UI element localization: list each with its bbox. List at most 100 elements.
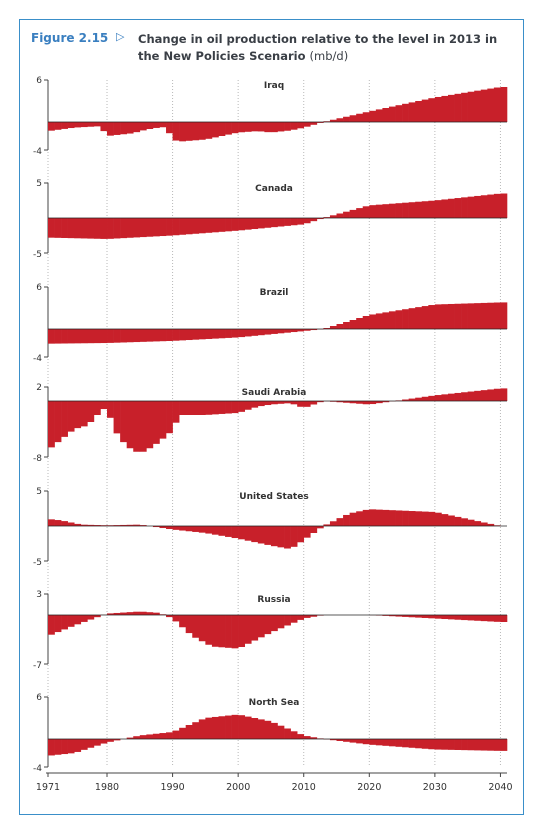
bar-mark — [310, 401, 318, 405]
bar-mark — [270, 329, 278, 334]
y-tick-label: 6 — [36, 283, 42, 293]
x-tick-label: 2020 — [357, 782, 381, 793]
bar-mark — [284, 615, 291, 626]
bar-mark — [382, 739, 390, 746]
bar-mark — [257, 526, 265, 544]
bar-mark — [244, 716, 252, 739]
bar-mark — [152, 526, 160, 528]
bar-mark — [74, 122, 82, 128]
bar-mark — [120, 122, 127, 135]
bar-mark — [303, 122, 311, 127]
bar-mark — [205, 122, 213, 139]
bar-mark — [139, 401, 147, 452]
bar-mark — [356, 401, 364, 404]
bar-mark — [297, 329, 305, 332]
bar-mark — [67, 522, 75, 526]
bar-mark — [67, 401, 75, 432]
bar-mark — [349, 401, 357, 404]
bar-mark — [447, 94, 455, 122]
bar-mark — [284, 218, 291, 226]
bar-mark — [454, 392, 462, 401]
bar-mark — [270, 615, 278, 632]
bar-mark — [388, 203, 396, 218]
bar-mark — [408, 511, 416, 526]
bar-mark — [166, 732, 173, 739]
bar-mark — [447, 198, 455, 218]
figure-frame — [19, 19, 524, 815]
bar-mark — [74, 218, 82, 239]
bar-mark — [231, 401, 239, 414]
bar-mark — [172, 401, 180, 423]
bar-mark — [192, 329, 200, 340]
bar-mark — [434, 615, 442, 619]
bar-mark — [172, 730, 180, 739]
bar-mark — [415, 307, 423, 329]
panel-title: Saudi Arabia — [242, 388, 307, 398]
bar-mark — [61, 615, 68, 630]
bar-mark — [244, 401, 252, 410]
bar-mark — [349, 320, 357, 329]
bar-mark — [225, 401, 232, 414]
x-tick-label: 2030 — [423, 782, 447, 793]
bar-mark — [323, 328, 331, 329]
bar-mark — [329, 521, 337, 526]
bar-mark — [441, 615, 449, 620]
bar-mark — [218, 329, 226, 339]
bar-mark — [369, 509, 377, 526]
bar-mark — [198, 122, 206, 140]
bar-mark — [48, 739, 55, 756]
bar-mark — [87, 615, 95, 620]
bar-mark — [395, 615, 403, 617]
y-tick-label: -5 — [33, 558, 42, 568]
bar-mark — [159, 733, 167, 739]
bar-mark — [264, 401, 272, 406]
bar-mark — [415, 511, 423, 526]
bar-mark — [421, 511, 429, 526]
bar-mark — [192, 615, 200, 638]
bar-mark — [428, 395, 436, 401]
bar-mark — [316, 401, 324, 403]
bar-mark — [408, 202, 416, 218]
bar-mark — [172, 615, 180, 622]
bar-mark — [395, 105, 403, 122]
bar-mark — [316, 122, 324, 123]
bar-mark — [461, 739, 468, 751]
bar-mark — [362, 316, 370, 329]
bar-mark — [467, 391, 475, 401]
bar-mark — [349, 512, 357, 526]
bar-mark — [238, 615, 246, 647]
bar-mark — [290, 329, 298, 333]
bar-mark — [303, 736, 311, 739]
bar-mark — [80, 329, 88, 344]
bar-mark — [211, 122, 219, 138]
bar-mark — [54, 329, 62, 344]
bar-mark — [179, 727, 186, 739]
bar-mark — [61, 401, 68, 437]
bar-mark — [500, 739, 508, 751]
bar-mark — [80, 218, 88, 239]
bar-mark — [310, 615, 318, 617]
bar-mark — [310, 737, 318, 739]
bar-mark — [395, 510, 403, 526]
bar-mark — [343, 514, 350, 526]
bar-mark — [454, 303, 462, 329]
bar-mark — [107, 613, 114, 615]
bar-mark — [159, 218, 167, 237]
bar-mark — [48, 122, 55, 131]
bar-mark — [54, 218, 62, 238]
bar-mark — [500, 302, 508, 329]
bar-mark — [107, 329, 114, 343]
bar-mark — [113, 218, 121, 239]
y-tick-label: -5 — [33, 250, 42, 260]
bar-mark — [441, 739, 449, 750]
bar-mark — [133, 122, 141, 133]
bar-mark — [356, 511, 364, 526]
bar-mark — [270, 722, 278, 739]
bar-mark — [120, 524, 127, 526]
bar-mark — [434, 304, 442, 329]
bar-mark — [297, 218, 305, 225]
bar-mark — [139, 329, 147, 342]
bar-mark — [139, 122, 147, 131]
bar-mark — [500, 388, 508, 401]
bar-mark — [474, 390, 482, 401]
